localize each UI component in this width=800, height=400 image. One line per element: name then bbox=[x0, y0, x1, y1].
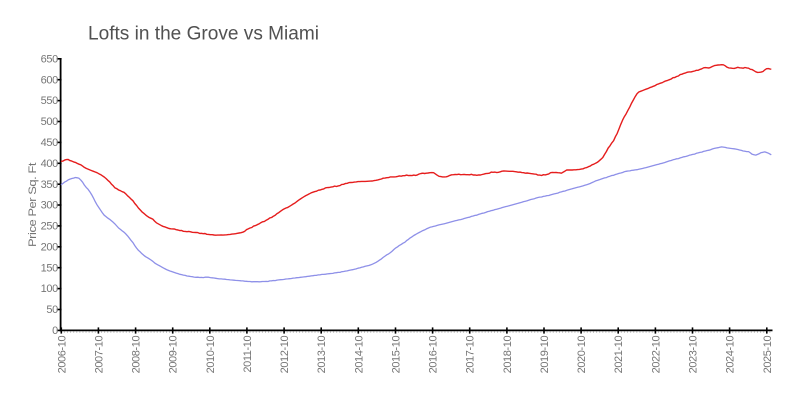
svg-text:2024-10: 2024-10 bbox=[725, 336, 737, 374]
svg-text:500: 500 bbox=[41, 116, 58, 128]
svg-text:400: 400 bbox=[41, 158, 58, 170]
svg-text:2017-10: 2017-10 bbox=[465, 336, 477, 374]
svg-text:2023-10: 2023-10 bbox=[688, 336, 700, 374]
svg-text:650: 650 bbox=[41, 53, 58, 65]
svg-text:450: 450 bbox=[41, 137, 58, 149]
svg-text:2015-10: 2015-10 bbox=[391, 336, 403, 374]
svg-text:300: 300 bbox=[41, 200, 58, 212]
svg-text:2013-10: 2013-10 bbox=[316, 336, 328, 374]
svg-text:350: 350 bbox=[41, 179, 58, 191]
svg-text:50: 50 bbox=[46, 304, 58, 316]
svg-text:2025-10: 2025-10 bbox=[762, 336, 774, 374]
svg-text:2021-10: 2021-10 bbox=[613, 336, 625, 374]
svg-text:2018-10: 2018-10 bbox=[502, 336, 514, 374]
svg-text:2014-10: 2014-10 bbox=[353, 336, 365, 374]
svg-text:2010-10: 2010-10 bbox=[205, 336, 217, 374]
svg-text:2012-10: 2012-10 bbox=[279, 336, 291, 374]
svg-text:2019-10: 2019-10 bbox=[539, 336, 551, 374]
svg-text:2016-10: 2016-10 bbox=[428, 336, 440, 374]
svg-text:2009-10: 2009-10 bbox=[168, 336, 180, 374]
svg-text:Price Per Sq. Ft: Price Per Sq. Ft bbox=[27, 163, 39, 247]
svg-text:600: 600 bbox=[41, 74, 58, 86]
svg-text:250: 250 bbox=[41, 221, 58, 233]
svg-text:0: 0 bbox=[52, 325, 58, 337]
svg-text:2011-10: 2011-10 bbox=[242, 336, 254, 373]
svg-text:200: 200 bbox=[41, 241, 58, 253]
svg-text:100: 100 bbox=[41, 283, 58, 295]
svg-text:Lofts in the Grove vs Miami: Lofts in the Grove vs Miami bbox=[88, 24, 319, 45]
svg-text:2008-10: 2008-10 bbox=[131, 336, 143, 374]
svg-text:2022-10: 2022-10 bbox=[650, 336, 662, 374]
svg-text:2007-10: 2007-10 bbox=[93, 336, 105, 374]
svg-text:2020-10: 2020-10 bbox=[576, 336, 588, 374]
svg-text:550: 550 bbox=[41, 95, 58, 107]
svg-text:150: 150 bbox=[41, 262, 58, 274]
svg-text:2006-10: 2006-10 bbox=[56, 336, 68, 374]
